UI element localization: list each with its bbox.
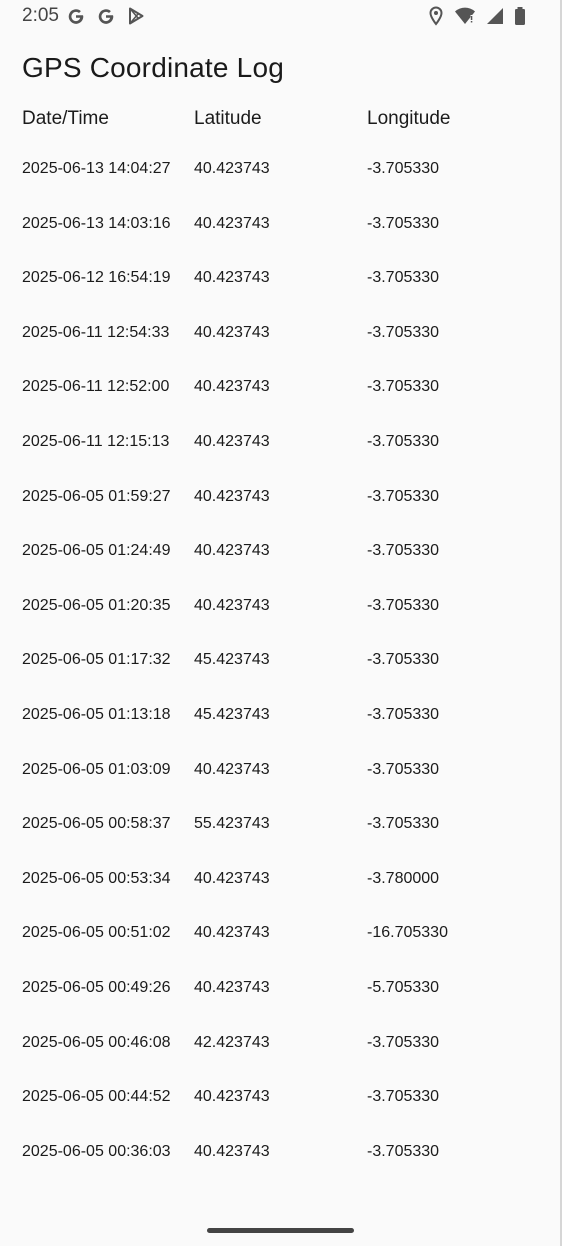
- cell-longitude: -3.705330: [367, 160, 440, 177]
- cell-latitude: 40.423743: [194, 378, 270, 396]
- cell-longitude: -3.705330: [367, 596, 440, 614]
- cell-longitude: -3.705330: [367, 378, 440, 396]
- table-row: 2025-06-13 14:04:27 40.423743 -3.705330: [22, 142, 542, 197]
- cell-longitude: -3.705330: [367, 214, 440, 232]
- page-title: GPS Coordinate Log: [22, 52, 284, 83]
- cell-longitude: -3.705330: [367, 323, 440, 341]
- battery-icon: [514, 6, 526, 26]
- cell-latitude: 45.423743: [194, 651, 270, 669]
- cell-latitude: 40.423743: [194, 760, 270, 778]
- cell-datetime: 2025-06-11 12:52:00: [22, 378, 170, 396]
- cell-latitude: 40.423743: [194, 323, 270, 341]
- play-store-icon: [126, 6, 146, 26]
- cell-latitude: 40.423743: [194, 269, 270, 287]
- table-row: 2025-06-05 01:59:27 40.423743 -3.705330: [22, 470, 542, 525]
- column-header-longitude: Longitude: [367, 108, 451, 129]
- table-row: 2025-06-05 00:44:52 40.423743 -3.705330: [22, 1070, 542, 1125]
- table-row: 2025-06-05 01:20:35 40.423743 -3.705330: [22, 579, 542, 634]
- location-icon: [428, 6, 444, 26]
- table-row: 2025-06-11 12:52:00 40.423743 -3.705330: [22, 360, 542, 415]
- cell-datetime: 2025-06-13 14:03:16: [22, 214, 171, 232]
- table-row: 2025-06-05 00:51:02 40.423743 -16.705330: [22, 906, 542, 961]
- system-status-icons: [428, 6, 526, 26]
- status-time: 2:05: [22, 5, 59, 26]
- cell-datetime: 2025-06-05 01:59:27: [22, 487, 171, 505]
- cell-longitude: -3.705330: [367, 542, 440, 560]
- table-row: 2025-06-12 16:54:19 40.423743 -3.705330: [22, 251, 542, 306]
- cell-longitude: -3.705330: [367, 815, 440, 833]
- cell-datetime: 2025-06-13 14:04:27: [22, 160, 171, 177]
- column-header-latitude: Latitude: [194, 108, 262, 129]
- column-header-date-time: Date/Time: [22, 108, 109, 129]
- cell-latitude: 40.423743: [194, 924, 270, 942]
- google-icon: [66, 6, 86, 26]
- cell-latitude: 40.423743: [194, 596, 270, 614]
- table-row: 2025-06-05 01:17:32 45.423743 -3.705330: [22, 633, 542, 688]
- cell-datetime: 2025-06-11 12:15:13: [22, 432, 170, 450]
- cell-datetime: 2025-06-05 00:51:02: [22, 924, 171, 942]
- cell-longitude: -3.705330: [367, 1142, 440, 1160]
- cell-latitude: 40.423743: [194, 978, 270, 996]
- cell-latitude: 40.423743: [194, 432, 270, 450]
- cell-latitude: 40.423743: [194, 1088, 270, 1106]
- notification-icons: [66, 6, 146, 26]
- home-gesture-bar[interactable]: [207, 1228, 354, 1233]
- signal-icon: [486, 6, 504, 26]
- cell-longitude: -3.705330: [367, 269, 440, 287]
- cell-datetime: 2025-06-12 16:54:19: [22, 269, 171, 287]
- coordinate-table: 2025-06-13 14:04:27 40.423743 -3.705330 …: [22, 142, 542, 1179]
- cell-latitude: 40.423743: [194, 542, 270, 560]
- cell-longitude: -3.705330: [367, 705, 440, 723]
- cell-datetime: 2025-06-05 00:44:52: [22, 1088, 171, 1106]
- cell-longitude: -3.705330: [367, 487, 440, 505]
- google-icon: [96, 6, 116, 26]
- cell-longitude: -3.705330: [367, 651, 440, 669]
- table-row: 2025-06-05 00:36:03 40.423743 -3.705330: [22, 1125, 542, 1180]
- cell-datetime: 2025-06-11 12:54:33: [22, 323, 170, 341]
- table-row: 2025-06-05 00:46:08 42.423743 -3.705330: [22, 1016, 542, 1071]
- cell-latitude: 40.423743: [194, 160, 270, 177]
- cell-longitude: -3.780000: [367, 869, 440, 887]
- cell-longitude: -3.705330: [367, 760, 440, 778]
- table-row: 2025-06-13 14:03:16 40.423743 -3.705330: [22, 197, 542, 252]
- cell-longitude: -3.705330: [367, 432, 440, 450]
- cell-datetime: 2025-06-05 00:46:08: [22, 1033, 171, 1051]
- cell-latitude: 55.423743: [194, 815, 270, 833]
- cell-datetime: 2025-06-05 00:58:37: [22, 815, 171, 833]
- cell-latitude: 40.423743: [194, 869, 270, 887]
- table-row: 2025-06-11 12:54:33 40.423743 -3.705330: [22, 306, 542, 361]
- cell-longitude: -5.705330: [367, 978, 440, 996]
- cell-datetime: 2025-06-05 01:24:49: [22, 542, 171, 560]
- cell-datetime: 2025-06-05 01:20:35: [22, 596, 171, 614]
- cell-latitude: 45.423743: [194, 705, 270, 723]
- table-row: 2025-06-05 01:03:09 40.423743 -3.705330: [22, 743, 542, 798]
- cell-datetime: 2025-06-05 00:53:34: [22, 869, 171, 887]
- table-row: 2025-06-05 01:24:49 40.423743 -3.705330: [22, 524, 542, 579]
- cell-latitude: 40.423743: [194, 214, 270, 232]
- table-row: 2025-06-05 00:58:37 55.423743 -3.705330: [22, 797, 542, 852]
- cell-datetime: 2025-06-05 00:36:03: [22, 1142, 171, 1160]
- table-row: 2025-06-05 00:49:26 40.423743 -5.705330: [22, 961, 542, 1016]
- wifi-icon: [454, 6, 476, 26]
- cell-latitude: 40.423743: [194, 1142, 270, 1160]
- cell-longitude: -3.705330: [367, 1088, 440, 1106]
- status-bar: 2:05: [0, 0, 560, 34]
- cell-datetime: 2025-06-05 01:13:18: [22, 705, 171, 723]
- cell-longitude: -3.705330: [367, 1033, 440, 1051]
- cell-latitude: 42.423743: [194, 1033, 270, 1051]
- cell-datetime: 2025-06-05 01:03:09: [22, 760, 171, 778]
- cell-longitude: -16.705330: [367, 924, 448, 942]
- cell-datetime: 2025-06-05 00:49:26: [22, 978, 171, 996]
- table-row: 2025-06-11 12:15:13 40.423743 -3.705330: [22, 415, 542, 470]
- cell-latitude: 40.423743: [194, 487, 270, 505]
- table-row: 2025-06-05 00:53:34 40.423743 -3.780000: [22, 852, 542, 907]
- table-header: Date/Time Latitude Longitude: [22, 108, 542, 134]
- cell-datetime: 2025-06-05 01:17:32: [22, 651, 171, 669]
- table-row: 2025-06-05 01:13:18 45.423743 -3.705330: [22, 688, 542, 743]
